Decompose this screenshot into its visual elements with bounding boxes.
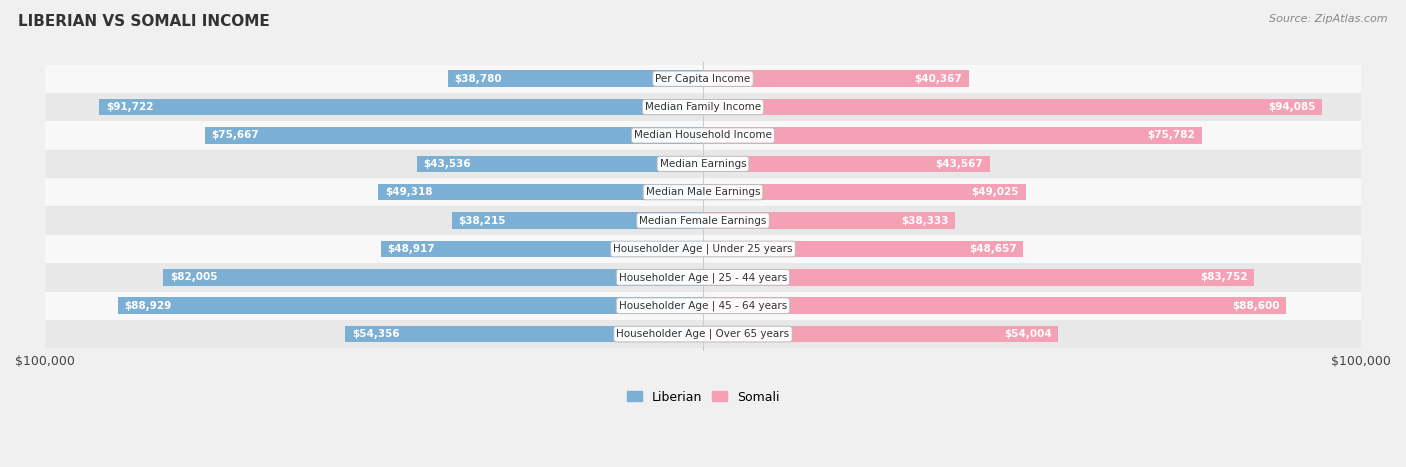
Bar [703,156,990,172]
Bar [703,184,1025,200]
Bar [381,241,703,257]
Bar [703,212,955,229]
Bar [118,297,703,314]
Legend: Liberian, Somali: Liberian, Somali [621,386,785,409]
Text: $75,782: $75,782 [1147,130,1195,141]
Bar [703,99,1322,115]
Text: Householder Age | Over 65 years: Householder Age | Over 65 years [616,329,790,340]
Text: LIBERIAN VS SOMALI INCOME: LIBERIAN VS SOMALI INCOME [18,14,270,29]
Text: $48,657: $48,657 [969,244,1017,254]
Bar [100,99,703,115]
Text: Median Family Income: Median Family Income [645,102,761,112]
Text: Per Capita Income: Per Capita Income [655,74,751,84]
Text: Median Male Earnings: Median Male Earnings [645,187,761,197]
Text: Source: ZipAtlas.com: Source: ZipAtlas.com [1270,14,1388,24]
Bar [45,93,1361,121]
Bar [45,149,1361,178]
Text: $49,318: $49,318 [385,187,433,197]
Text: $48,917: $48,917 [388,244,436,254]
Bar [703,241,1024,257]
Bar [45,235,1361,263]
Text: $94,085: $94,085 [1268,102,1316,112]
Text: Householder Age | Under 25 years: Householder Age | Under 25 years [613,244,793,254]
Text: $82,005: $82,005 [170,272,218,283]
Bar [45,178,1361,206]
Text: $88,600: $88,600 [1232,301,1279,311]
Bar [163,269,703,286]
Bar [703,297,1286,314]
Bar [378,184,703,200]
Bar [416,156,703,172]
Text: $43,567: $43,567 [935,159,983,169]
Text: $38,333: $38,333 [901,216,949,226]
Bar [451,212,703,229]
Bar [45,121,1361,149]
Text: $75,667: $75,667 [212,130,259,141]
Text: $83,752: $83,752 [1199,272,1247,283]
Text: $91,722: $91,722 [105,102,153,112]
Bar [45,64,1361,93]
Bar [45,320,1361,348]
Text: $38,780: $38,780 [454,74,502,84]
Text: Median Earnings: Median Earnings [659,159,747,169]
Bar [205,127,703,144]
Bar [45,206,1361,235]
Bar [447,71,703,87]
Text: $54,356: $54,356 [352,329,399,339]
Text: Householder Age | 25 - 44 years: Householder Age | 25 - 44 years [619,272,787,283]
Text: $38,215: $38,215 [458,216,506,226]
Bar [45,291,1361,320]
Bar [346,326,703,342]
Bar [703,71,969,87]
Bar [703,269,1254,286]
Text: $43,536: $43,536 [423,159,471,169]
Bar [703,326,1059,342]
Text: $40,367: $40,367 [914,74,962,84]
Text: Median Female Earnings: Median Female Earnings [640,216,766,226]
Text: Householder Age | 45 - 64 years: Householder Age | 45 - 64 years [619,300,787,311]
Text: $49,025: $49,025 [972,187,1019,197]
Bar [703,127,1202,144]
Bar [45,263,1361,291]
Text: $88,929: $88,929 [124,301,172,311]
Text: Median Household Income: Median Household Income [634,130,772,141]
Text: $54,004: $54,004 [1004,329,1052,339]
